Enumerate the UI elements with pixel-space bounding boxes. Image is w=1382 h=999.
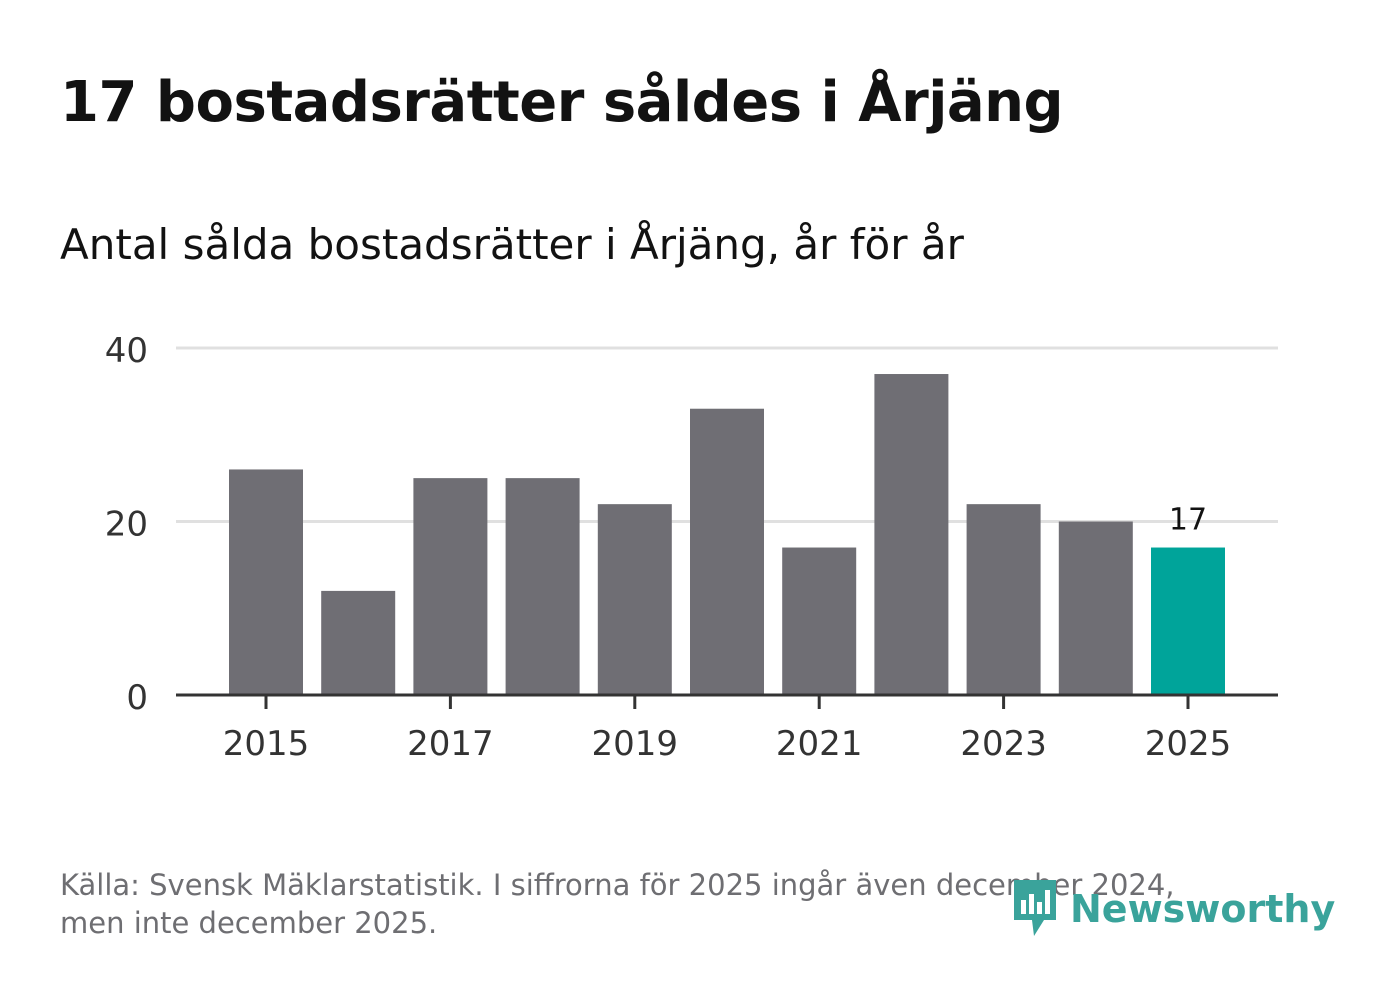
x-tick-label-2015: 2015 [223,724,310,764]
brand-name: Newsworthy [1070,887,1336,931]
x-tick-label-2023: 2023 [960,724,1047,764]
y-tick-label-20: 20 [105,505,148,545]
data-label-2025: 17 [1169,503,1207,538]
x-tick-label-2025: 2025 [1145,724,1232,764]
bar-2019 [597,504,672,695]
bar-2025 [1151,547,1225,695]
source-line-2: men inte december 2025. [60,906,438,940]
y-tick-label-0: 0 [126,678,148,718]
x-tick-label-2021: 2021 [776,724,863,764]
bar-2023 [966,504,1041,695]
chart-title: 17 bostadsrätter såldes i Årjäng [60,70,1064,135]
newsworthy-logo-icon [1014,880,1056,936]
source-note: Källa: Svensk Mäklarstatistik. I siffror… [60,866,1260,942]
x-tick-label-2019: 2019 [592,724,679,764]
bar-2024 [1058,521,1133,695]
bar-2020 [690,408,764,695]
bar-2016 [321,590,396,695]
bar-2015 [229,469,303,695]
newsworthy-logo[interactable]: Newsworthy [1010,876,1335,942]
chart-subtitle: Antal sålda bostadsrätter i Årjäng, år f… [60,220,964,269]
source-line-1: Källa: Svensk Mäklarstatistik. I siffror… [60,868,1175,902]
bar-2018 [505,478,580,695]
x-tick-label-2017: 2017 [407,724,494,764]
y-tick-label-40: 40 [105,331,148,371]
bar-2022 [874,374,949,695]
bar-2017 [413,478,488,695]
bar-2021 [782,547,857,695]
